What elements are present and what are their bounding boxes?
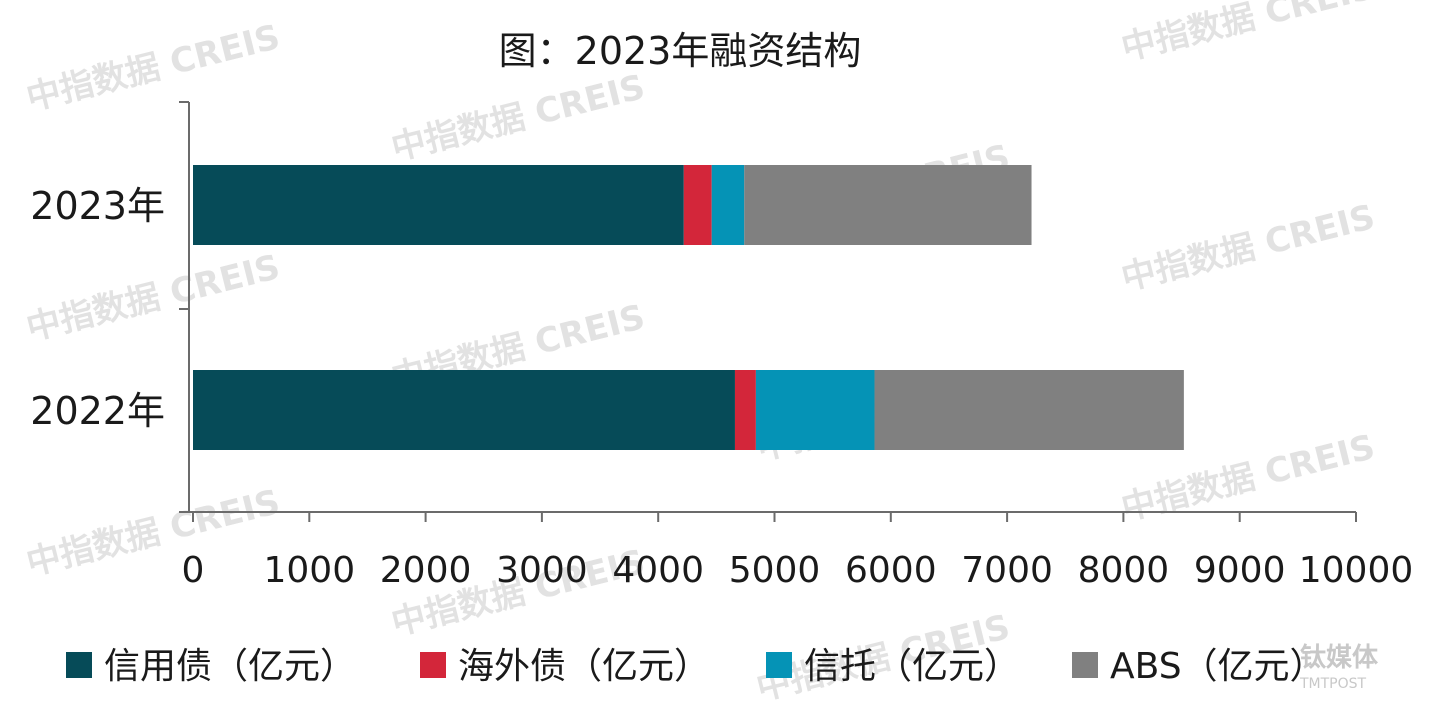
corner-watermark-sub: TMTPOST: [1299, 676, 1367, 692]
legend-label: 海外债（亿元）: [458, 646, 710, 687]
watermark-text: 中指数据 CREIS: [23, 247, 284, 349]
bar-segment: [683, 165, 712, 245]
legend-swatch: [66, 652, 92, 678]
category-label: 2023年: [30, 184, 165, 228]
legend-swatch: [420, 652, 446, 678]
watermark-text: 中指数据 CREIS: [1118, 197, 1379, 299]
bar-segment: [711, 165, 745, 245]
watermark-text: 中指数据 CREIS: [23, 17, 284, 119]
x-tick-label: 5000: [729, 550, 821, 591]
watermark-layer: 中指数据 CREIS 中指数据 CREIS 中指数据 CREIS 中指数据 CREIS…: [23, 0, 1379, 709]
legend-label: 信托（亿元）: [804, 646, 1020, 687]
x-tick-label: 4000: [612, 550, 704, 591]
legend-label: 信用债（亿元）: [104, 646, 356, 687]
corner-watermark-text: 钛媒体: [1300, 643, 1379, 673]
x-tick-label: 0: [182, 550, 205, 591]
legend-swatch: [1072, 652, 1098, 678]
x-tick-label: 3000: [496, 550, 588, 591]
bar-segment: [193, 370, 735, 450]
x-tick-labels: 0 1000 2000 3000 4000 5000 6000 7000 8000 9000 100…: [182, 550, 1414, 591]
bar-segment: [874, 370, 1184, 450]
watermark-text: 中指数据 CREIS: [1118, 0, 1379, 69]
x-tick-label: 2000: [380, 550, 472, 591]
x-tick-label: 9000: [1194, 550, 1286, 591]
bars: [193, 165, 1184, 450]
watermark-text: 中指数据 CREIS: [388, 67, 649, 169]
bar-segment: [755, 370, 875, 450]
legend-label: ABS（亿元）: [1110, 646, 1326, 687]
legend-swatch: [766, 652, 792, 678]
corner-watermark: 钛媒体 TMTPOST: [1299, 643, 1379, 692]
x-tick-label: 8000: [1078, 550, 1170, 591]
axes: [179, 101, 1357, 522]
category-labels: 2023年 2022年: [30, 184, 165, 433]
x-tick-label: 7000: [961, 550, 1053, 591]
bar-segment: [193, 165, 684, 245]
bar-segment: [734, 370, 756, 450]
x-tick-label: 6000: [845, 550, 937, 591]
x-tick-label: 10000: [1299, 550, 1414, 591]
bar-segment: [744, 165, 1032, 245]
watermark-text: 中指数据 CREIS: [23, 482, 284, 584]
chart-title: 图：2023年融资结构: [499, 29, 862, 73]
category-label: 2022年: [30, 389, 165, 433]
x-tick-label: 1000: [263, 550, 355, 591]
legend: 信用债（亿元） 海外债（亿元） 信托（亿元） ABS（亿元）: [66, 646, 1326, 687]
